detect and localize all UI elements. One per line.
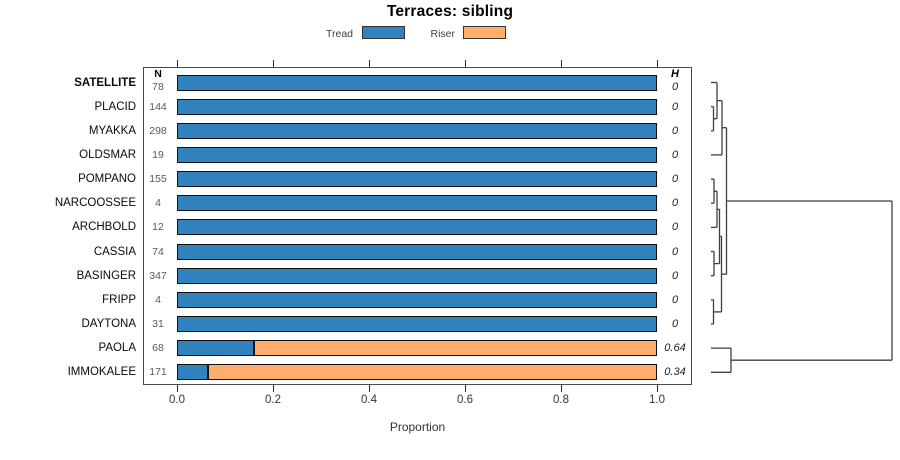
bar-segment-tread <box>177 316 657 332</box>
legend-label-tread: Tread <box>325 28 353 40</box>
x-axis-tick-bottom <box>368 385 370 392</box>
bar-row <box>177 219 657 236</box>
bar-segment-riser <box>208 364 657 381</box>
bar-row <box>177 195 657 212</box>
bar-segment-tread <box>177 195 657 212</box>
n-value: 74 <box>152 245 164 258</box>
bar-segment-tread <box>177 291 657 308</box>
x-axis-tick-label: 0.8 <box>553 394 569 406</box>
bar-segment-tread <box>177 340 254 357</box>
x-axis-tick-label: 0.2 <box>265 394 281 406</box>
n-column-header: N <box>154 68 162 80</box>
bar-segment-tread <box>177 122 657 139</box>
x-axis-label: Proportion <box>389 420 446 434</box>
legend-swatch-riser <box>463 26 506 39</box>
row-label: MYAKKA <box>88 124 136 137</box>
h-value: 0 <box>671 124 679 137</box>
n-value: 171 <box>149 366 167 379</box>
h-value: 0 <box>671 197 679 210</box>
bar-row <box>177 340 657 357</box>
bar-segment-tread <box>177 267 657 284</box>
row-label: PAOLA <box>98 342 137 355</box>
bar-row <box>177 122 657 139</box>
bar-segment-tread <box>177 98 657 115</box>
bar-row <box>177 267 657 284</box>
row-label: POMPANO <box>78 173 136 186</box>
h-value: 0 <box>671 221 679 234</box>
bar-segment-tread <box>177 146 657 163</box>
legend-swatch-tread <box>362 26 405 39</box>
h-value: 0 <box>671 269 679 282</box>
bar-segment-tread <box>177 171 657 188</box>
bar-segment-tread <box>177 74 657 91</box>
x-axis-tick-bottom <box>656 385 658 392</box>
x-axis-tick-bottom <box>272 385 274 392</box>
bar-row <box>177 364 657 381</box>
h-value: 0 <box>671 148 679 161</box>
bar-segment-tread <box>177 219 657 236</box>
h-value: 0 <box>671 173 679 186</box>
h-value: 0 <box>671 293 679 306</box>
x-axis-tick-top <box>272 60 274 67</box>
x-axis-tick-top <box>464 60 466 67</box>
row-label: ARCHBOLD <box>72 221 136 234</box>
row-label: SATELLITE <box>74 76 136 89</box>
n-value: 298 <box>149 124 167 137</box>
n-value: 68 <box>152 342 164 355</box>
x-axis-tick-bottom <box>560 385 562 392</box>
x-axis-tick-label: 0.6 <box>457 394 473 406</box>
h-value: 0.64 <box>664 342 686 355</box>
h-value: 0 <box>671 245 679 258</box>
n-value: 155 <box>149 173 167 186</box>
row-label: OLDSMAR <box>79 148 136 161</box>
h-value: 0 <box>671 318 679 330</box>
h-value: 0 <box>671 80 679 93</box>
x-axis-tick-label: 1.0 <box>649 394 665 406</box>
x-axis-tick-top <box>368 60 370 67</box>
x-axis-tick-label: 0.4 <box>361 394 377 406</box>
n-value: 19 <box>152 148 164 161</box>
row-label: FRIPP <box>102 293 136 306</box>
n-value: 4 <box>155 197 161 210</box>
x-axis-tick-top <box>560 60 562 67</box>
bar-row <box>177 74 657 91</box>
h-column-header: H <box>671 68 679 80</box>
row-label: IMMOKALEE <box>67 366 136 379</box>
n-value: 4 <box>155 293 161 306</box>
n-value: 347 <box>149 269 167 282</box>
bar-row <box>177 316 657 332</box>
x-axis-tick-bottom <box>464 385 466 392</box>
h-value: 0 <box>671 100 679 113</box>
bar-segment-tread <box>177 364 209 381</box>
x-axis-tick-top <box>656 60 658 67</box>
bar-row <box>177 171 657 188</box>
row-label: PLACID <box>94 100 136 113</box>
x-axis-tick-top <box>176 60 178 67</box>
row-label: DAYTONA <box>81 318 136 330</box>
bar-row <box>177 146 657 163</box>
n-value: 31 <box>152 318 164 330</box>
bar-segment-riser <box>253 340 657 357</box>
row-label: BASINGER <box>76 269 136 282</box>
bar-row <box>177 243 657 260</box>
n-value: 144 <box>149 100 167 113</box>
bar-row <box>177 98 657 115</box>
row-label: CASSIA <box>93 245 136 258</box>
chart-title: Terraces: sibling <box>386 3 514 20</box>
row-label: NARCOOSSEE <box>54 197 136 210</box>
n-value: 12 <box>152 221 164 234</box>
n-value: 78 <box>152 80 164 93</box>
h-value: 0.34 <box>664 366 686 379</box>
x-axis-tick-label: 0.0 <box>169 394 185 406</box>
x-axis-tick-bottom <box>176 385 178 392</box>
bar-row <box>177 291 657 308</box>
bar-segment-tread <box>177 243 657 260</box>
legend-label-riser: Riser <box>430 28 455 40</box>
